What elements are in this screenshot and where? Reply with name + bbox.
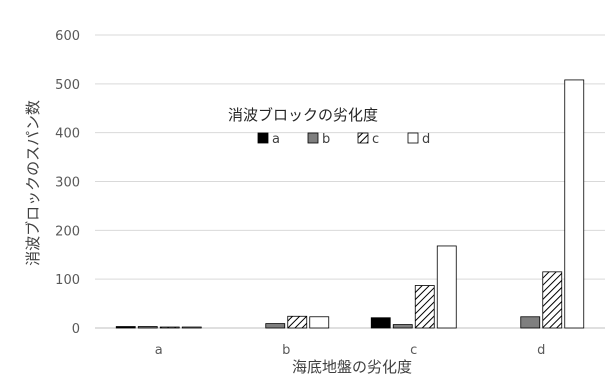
legend: 消波ブロックの劣化度 a b c d: [228, 106, 430, 147]
legend-items: a b c d: [257, 132, 430, 147]
bar-a-a: [115, 326, 136, 329]
y-tick-label: 0: [72, 322, 80, 337]
y-tick-label: 100: [55, 273, 80, 288]
bar-a-c: [370, 317, 391, 329]
y-tick-label: 500: [55, 78, 80, 93]
y-tick-label: 200: [55, 224, 80, 239]
bar-c-b: [287, 315, 308, 329]
bar-c-d: [542, 271, 563, 329]
x-axis-title: 海底地盤の劣化度: [292, 358, 412, 376]
legend-swatch-d: [407, 132, 419, 144]
x-tick-label: d: [537, 343, 545, 358]
y-tick-labels: 0 100 200 300 400 500 600: [55, 29, 80, 337]
x-tick-label: c: [410, 343, 417, 358]
y-tick-label: 600: [55, 29, 80, 44]
x-tick-label: a: [155, 343, 163, 358]
legend-label-b: b: [322, 132, 330, 147]
gridlines: [95, 34, 605, 329]
bar-d-b: [309, 316, 330, 329]
legend-label-a: a: [272, 132, 280, 147]
legend-label-d: d: [422, 132, 430, 147]
legend-swatch-a: [257, 132, 269, 144]
bar-b-a: [137, 326, 158, 329]
legend-swatch-c: [357, 132, 369, 144]
legend-swatch-b: [307, 132, 319, 144]
bar-d-a: [181, 326, 202, 329]
bar-c-a: [159, 326, 180, 329]
bars: [115, 79, 585, 329]
bar-c-c: [414, 285, 435, 329]
bar-b-c: [392, 324, 413, 329]
bar-d-d: [564, 79, 585, 329]
bar-d-c: [436, 245, 457, 329]
y-axis-title: 消波ブロックのスパン数: [24, 100, 42, 266]
y-tick-label: 400: [55, 127, 80, 142]
bar-b-d: [520, 316, 541, 329]
y-tick-label: 300: [55, 176, 80, 191]
legend-title: 消波ブロックの劣化度: [228, 106, 378, 124]
legend-label-c: c: [372, 132, 379, 147]
bar-b-b: [265, 323, 286, 329]
x-tick-labels: a b c d: [155, 343, 546, 358]
x-tick-label: b: [282, 343, 290, 358]
